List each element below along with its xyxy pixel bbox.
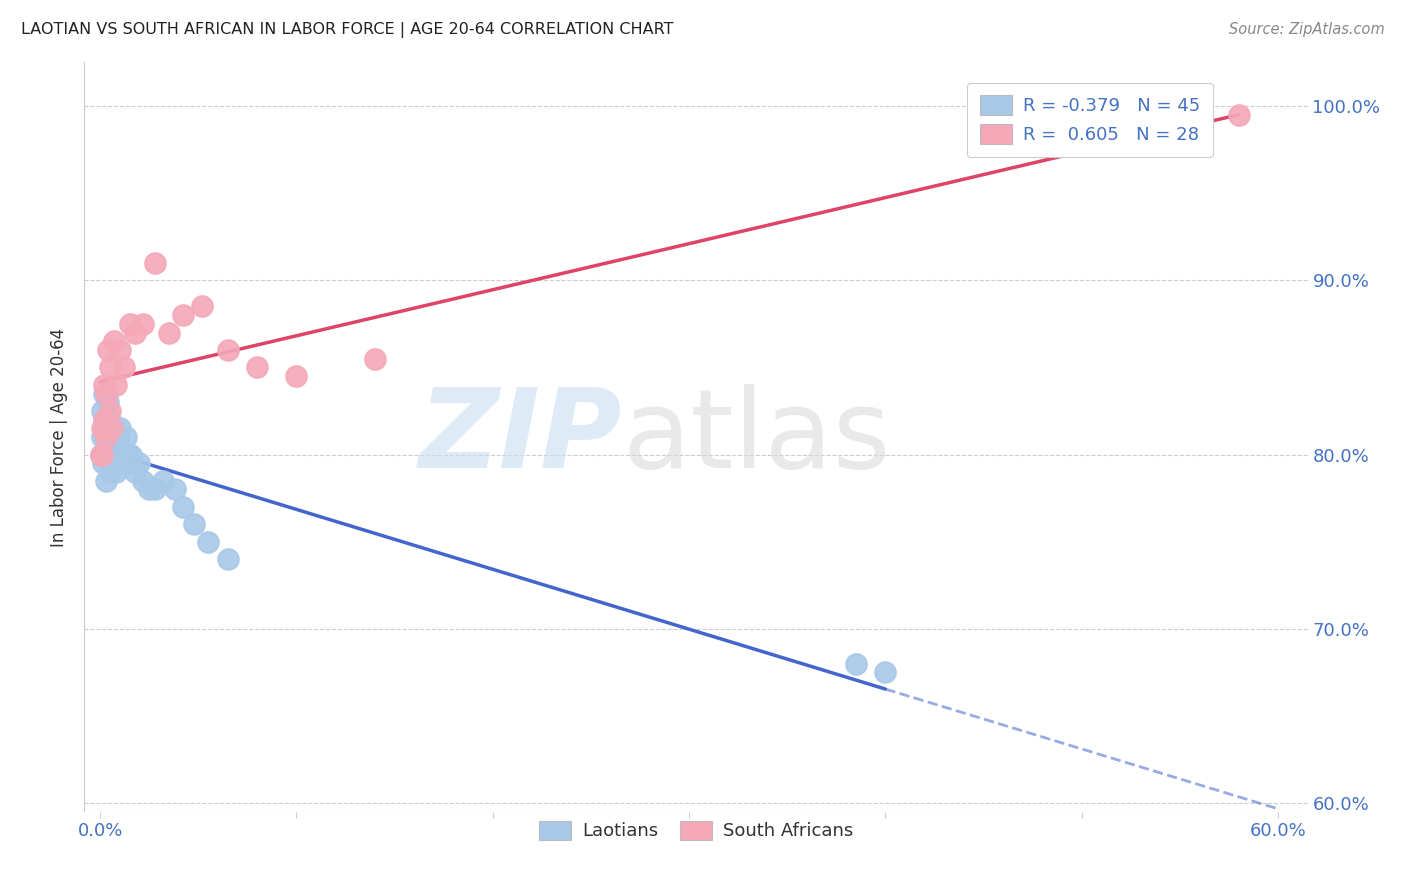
Point <box>93 412 115 426</box>
Point <box>364 351 387 366</box>
Point <box>111 448 134 462</box>
Point <box>845 657 868 671</box>
Text: ZIP: ZIP <box>419 384 623 491</box>
Point <box>91 421 114 435</box>
Point <box>104 377 127 392</box>
Point <box>94 430 117 444</box>
Point <box>1227 108 1250 122</box>
Point <box>98 412 121 426</box>
Point <box>132 317 155 331</box>
Point <box>118 317 141 331</box>
Point <box>91 430 114 444</box>
Point <box>104 448 127 462</box>
Point <box>108 343 131 357</box>
Point <box>143 256 166 270</box>
Point <box>191 299 214 313</box>
Point <box>93 412 115 426</box>
Point <box>152 474 174 488</box>
Point <box>90 448 112 462</box>
Point <box>101 448 124 462</box>
Point <box>103 334 125 349</box>
Point <box>98 360 121 375</box>
Point <box>94 386 117 401</box>
Point <box>112 360 135 375</box>
Point <box>108 421 131 435</box>
Point <box>217 343 239 357</box>
Text: LAOTIAN VS SOUTH AFRICAN IN LABOR FORCE | AGE 20-64 CORRELATION CHART: LAOTIAN VS SOUTH AFRICAN IN LABOR FORCE … <box>21 22 673 38</box>
Point <box>97 343 120 357</box>
Point <box>157 326 180 340</box>
Point <box>138 483 160 497</box>
Point <box>875 665 897 680</box>
Y-axis label: In Labor Force | Age 20-64: In Labor Force | Age 20-64 <box>51 327 69 547</box>
Point <box>108 448 131 462</box>
Point <box>183 517 205 532</box>
Point <box>246 360 269 375</box>
Point <box>93 386 115 401</box>
Point <box>103 456 125 470</box>
Point <box>1188 116 1211 130</box>
Point <box>285 369 308 384</box>
Point <box>91 448 114 462</box>
Point <box>112 456 135 470</box>
Point <box>163 483 186 497</box>
Point <box>132 474 155 488</box>
Point <box>172 500 194 514</box>
Point <box>94 474 117 488</box>
Point <box>103 421 125 435</box>
Point <box>172 308 194 322</box>
Point <box>124 326 146 340</box>
Point <box>98 448 121 462</box>
Text: Source: ZipAtlas.com: Source: ZipAtlas.com <box>1229 22 1385 37</box>
Point <box>118 456 141 470</box>
Point <box>93 377 115 392</box>
Point <box>97 421 120 435</box>
Point <box>94 421 117 435</box>
Legend: Laotians, South Africans: Laotians, South Africans <box>531 814 860 847</box>
Point <box>101 421 124 435</box>
Point <box>114 430 136 444</box>
Point <box>143 483 166 497</box>
Point <box>97 395 120 409</box>
Point <box>97 448 120 462</box>
Point <box>91 404 114 418</box>
Point <box>94 430 117 444</box>
Point <box>98 465 121 479</box>
Point <box>94 448 117 462</box>
Point <box>197 534 219 549</box>
Point <box>121 448 143 462</box>
Point <box>98 404 121 418</box>
Point <box>217 552 239 566</box>
Text: atlas: atlas <box>623 384 891 491</box>
Point <box>117 448 139 462</box>
Point <box>107 430 129 444</box>
Point <box>124 465 146 479</box>
Point <box>128 456 150 470</box>
Point <box>90 448 112 462</box>
Point <box>104 465 127 479</box>
Point <box>93 448 115 462</box>
Point <box>91 456 114 470</box>
Point <box>101 430 124 444</box>
